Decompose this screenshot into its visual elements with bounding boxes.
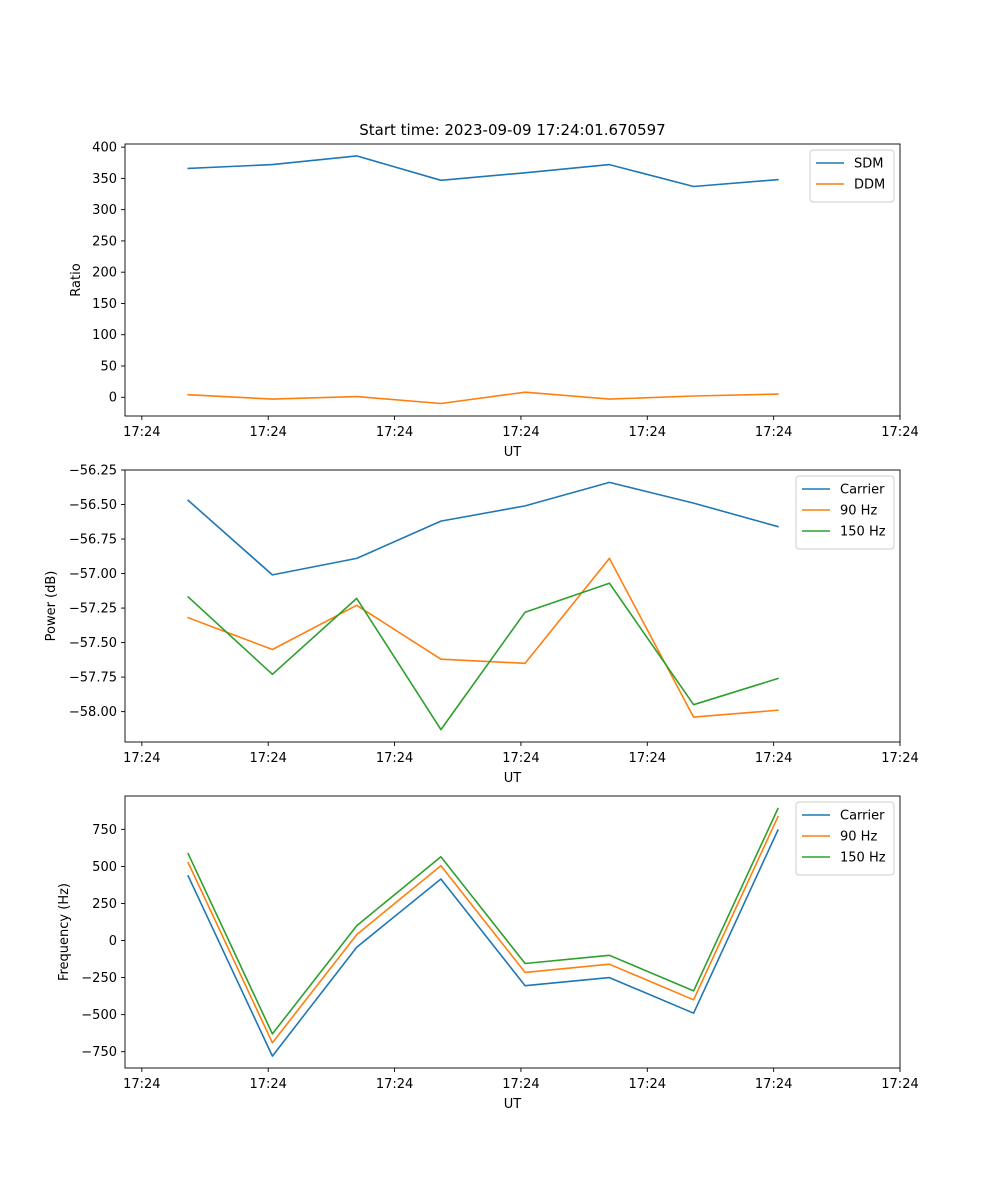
y-tick-label: 50 [100, 359, 117, 374]
series-line-sdm [187, 155, 779, 188]
x-tick-label: 17:24 [249, 1077, 286, 1092]
x-tick-label: 17:24 [376, 1077, 413, 1092]
y-tick-label: −57.25 [69, 602, 117, 617]
y-tick-label: −58.00 [69, 705, 117, 720]
x-tick-label: 17:24 [629, 751, 666, 766]
y-tick-label: −750 [81, 1045, 117, 1060]
y-tick-label: −56.50 [69, 498, 117, 513]
y-tick-label: 0 [109, 391, 117, 406]
x-tick-label: 17:24 [502, 751, 539, 766]
y-tick-label: 200 [92, 266, 117, 281]
y-axis-label: Ratio [69, 263, 84, 296]
series-line-150-hz [187, 582, 779, 731]
series-line-150-hz [187, 807, 779, 1035]
series-line-90-hz [187, 815, 779, 1044]
legend-label: 90 Hz [840, 504, 877, 519]
axes-frame [124, 143, 901, 417]
y-tick-label: 400 [92, 141, 117, 156]
x-tick-label: 17:24 [249, 751, 286, 766]
x-tick-label: 17:24 [881, 1077, 918, 1092]
legend: Carrier 90 Hz 150 Hz [795, 475, 895, 550]
legend-label: SDM [854, 157, 883, 172]
y-tick-label: 350 [92, 172, 117, 187]
x-tick-label: 17:24 [881, 425, 918, 440]
y-tick-label: 300 [92, 203, 117, 218]
x-tick-label: 17:24 [502, 1077, 539, 1092]
x-tick-label: 17:24 [629, 1077, 666, 1092]
y-tick-label: −57.00 [69, 567, 117, 582]
plots: 17:24 17:24 17:24 17:24 17:24 17:24 17:24 0 50 10… [44, 141, 919, 1112]
y-tick-label: −56.25 [69, 464, 117, 479]
x-tick-label: 17:24 [123, 1077, 160, 1092]
x-tick-label: 17:24 [881, 751, 918, 766]
chart-panel-3: 17:24 17:24 17:24 17:24 17:24 17:24 17:24 −750 −… [57, 795, 919, 1112]
legend-label: Carrier [840, 809, 885, 824]
y-tick-label: 750 [92, 823, 117, 838]
figure-title: Start time: 2023-09-09 17:24:01.670597 [359, 121, 665, 139]
x-tick-label: 17:24 [376, 425, 413, 440]
series-line-ddm [187, 391, 779, 405]
x-tick-label: 17:24 [123, 425, 160, 440]
x-tick-label: 17:24 [629, 425, 666, 440]
y-tick-label: −500 [81, 1008, 117, 1023]
x-tick-label: 17:24 [376, 751, 413, 766]
axes-frame [124, 795, 901, 1069]
series-line-90-hz [187, 557, 779, 718]
y-axis-label: Frequency (Hz) [57, 883, 72, 981]
y-tick-label: 250 [92, 234, 117, 249]
y-tick-label: 150 [92, 297, 117, 312]
legend: SDM DDM [809, 149, 895, 203]
axes-frame [124, 469, 901, 743]
legend-label: 90 Hz [840, 830, 877, 845]
chart-panel-2: 17:24 17:24 17:24 17:24 17:24 17:24 17:24 −56.2… [44, 464, 919, 787]
y-tick-label: 500 [92, 860, 117, 875]
x-axis-label: UT [504, 771, 522, 786]
legend-label: 150 Hz [840, 851, 886, 866]
legend: Carrier 90 Hz 150 Hz [795, 801, 895, 876]
x-axis-label: UT [504, 445, 522, 460]
series-line-carrier [187, 481, 779, 576]
y-tick-label: −56.75 [69, 533, 117, 548]
x-tick-label: 17:24 [123, 751, 160, 766]
y-tick-label: −57.50 [69, 636, 117, 651]
legend-label: DDM [854, 178, 885, 193]
y-tick-label: 250 [92, 897, 117, 912]
x-tick-label: 17:24 [249, 425, 286, 440]
y-tick-label: −57.75 [69, 671, 117, 686]
y-axis-label: Power (dB) [44, 571, 59, 642]
legend-label: 150 Hz [840, 525, 886, 540]
chart-panel-1: 17:24 17:24 17:24 17:24 17:24 17:24 17:24 0 50 10… [69, 141, 919, 460]
y-tick-label: −250 [81, 971, 117, 986]
y-tick-label: 0 [109, 934, 117, 949]
x-tick-label: 17:24 [755, 425, 792, 440]
series-line-carrier [187, 829, 779, 1057]
y-tick-label: 100 [92, 328, 117, 343]
x-axis-label: UT [504, 1097, 522, 1112]
x-tick-label: 17:24 [755, 1077, 792, 1092]
x-tick-label: 17:24 [755, 751, 792, 766]
x-tick-label: 17:24 [502, 425, 539, 440]
legend-label: Carrier [840, 483, 885, 498]
